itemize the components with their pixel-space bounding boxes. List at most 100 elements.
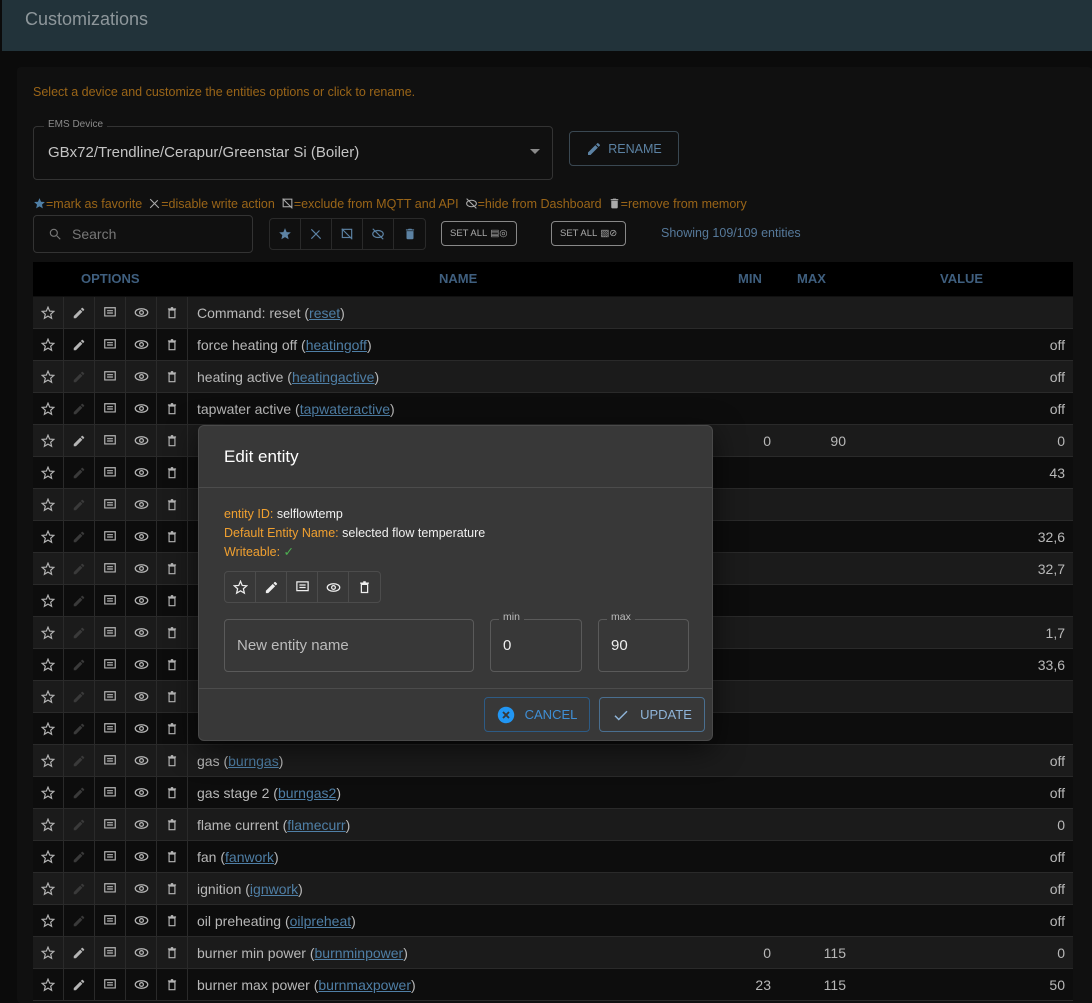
remove-toggle[interactable] xyxy=(157,360,188,393)
hide-toggle[interactable] xyxy=(126,936,157,969)
table-row[interactable]: ignition (ignwork) off xyxy=(33,872,1073,905)
remove-toggle[interactable] xyxy=(157,616,188,649)
exclude-toggle[interactable] xyxy=(95,808,126,841)
readonly-toggle[interactable] xyxy=(64,744,95,777)
favorite-toggle[interactable] xyxy=(33,392,64,425)
remove-toggle[interactable] xyxy=(157,744,188,777)
entity-name[interactable]: oil preheating (oilpreheat) xyxy=(197,912,356,929)
favorite-toggle[interactable] xyxy=(33,776,64,809)
remove-toggle[interactable] xyxy=(157,808,188,841)
favorite-toggle[interactable] xyxy=(33,520,64,553)
remove-toggle[interactable] xyxy=(157,872,188,905)
table-row[interactable]: heating active (heatingactive) off xyxy=(33,360,1073,393)
col-name[interactable]: NAME xyxy=(439,271,478,286)
toggle-favorite[interactable] xyxy=(225,572,256,602)
entity-name[interactable]: burner min power (burnminpower) xyxy=(197,944,408,961)
favorite-toggle[interactable] xyxy=(33,936,64,969)
filter-remove[interactable] xyxy=(394,219,425,249)
favorite-toggle[interactable] xyxy=(33,424,64,457)
exclude-toggle[interactable] xyxy=(95,328,126,361)
table-row[interactable]: tapwater active (tapwateractive) off xyxy=(33,392,1073,425)
entity-name[interactable]: tapwater active (tapwateractive) xyxy=(197,400,395,417)
table-row[interactable]: fan (fanwork) off xyxy=(33,840,1073,873)
exclude-toggle[interactable] xyxy=(95,712,126,745)
hide-toggle[interactable] xyxy=(126,552,157,585)
entity-name[interactable]: Command: reset (reset) xyxy=(197,304,345,321)
hide-toggle[interactable] xyxy=(126,584,157,617)
favorite-toggle[interactable] xyxy=(33,296,64,329)
exclude-toggle[interactable] xyxy=(95,392,126,425)
readonly-toggle[interactable] xyxy=(64,712,95,745)
entity-name[interactable]: gas stage 2 (burngas2) xyxy=(197,784,341,801)
table-row[interactable]: flame current (flamecurr) 0 xyxy=(33,808,1073,841)
filter-favorite[interactable] xyxy=(270,219,301,249)
favorite-toggle[interactable] xyxy=(33,488,64,521)
filter-readonly[interactable] xyxy=(301,219,332,249)
favorite-toggle[interactable] xyxy=(33,680,64,713)
toggle-readonly[interactable] xyxy=(256,572,287,602)
remove-toggle[interactable] xyxy=(157,776,188,809)
hide-toggle[interactable] xyxy=(126,680,157,713)
set-all-hidden-button[interactable]: SET ALL ▧⊘ xyxy=(551,221,627,246)
exclude-toggle[interactable] xyxy=(95,680,126,713)
favorite-toggle[interactable] xyxy=(33,968,64,1001)
hide-toggle[interactable] xyxy=(126,296,157,329)
hide-toggle[interactable] xyxy=(126,328,157,361)
favorite-toggle[interactable] xyxy=(33,328,64,361)
favorite-toggle[interactable] xyxy=(33,744,64,777)
entity-name[interactable]: force heating off (heatingoff) xyxy=(197,336,372,353)
remove-toggle[interactable] xyxy=(157,968,188,1001)
favorite-toggle[interactable] xyxy=(33,712,64,745)
exclude-toggle[interactable] xyxy=(95,872,126,905)
hide-toggle[interactable] xyxy=(126,904,157,937)
readonly-toggle[interactable] xyxy=(64,840,95,873)
exclude-toggle[interactable] xyxy=(95,904,126,937)
readonly-toggle[interactable] xyxy=(64,424,95,457)
cancel-button[interactable]: CANCEL xyxy=(484,697,590,732)
exclude-toggle[interactable] xyxy=(95,360,126,393)
entity-name[interactable]: fan (fanwork) xyxy=(197,848,279,865)
readonly-toggle[interactable] xyxy=(64,328,95,361)
favorite-toggle[interactable] xyxy=(33,904,64,937)
hide-toggle[interactable] xyxy=(126,648,157,681)
readonly-toggle[interactable] xyxy=(64,968,95,1001)
col-max[interactable]: MAX xyxy=(797,271,826,286)
hide-toggle[interactable] xyxy=(126,392,157,425)
entity-id-link[interactable]: burnminpower xyxy=(314,944,404,961)
remove-toggle[interactable] xyxy=(157,584,188,617)
hide-toggle[interactable] xyxy=(126,360,157,393)
hide-toggle[interactable] xyxy=(126,872,157,905)
readonly-toggle[interactable] xyxy=(64,584,95,617)
exclude-toggle[interactable] xyxy=(95,520,126,553)
exclude-toggle[interactable] xyxy=(95,456,126,489)
entity-name[interactable]: ignition (ignwork) xyxy=(197,880,303,897)
max-field[interactable]: max 90 xyxy=(598,611,689,672)
readonly-toggle[interactable] xyxy=(64,456,95,489)
favorite-toggle[interactable] xyxy=(33,840,64,873)
table-row[interactable]: Command: reset (reset) xyxy=(33,296,1073,329)
hide-toggle[interactable] xyxy=(126,968,157,1001)
readonly-toggle[interactable] xyxy=(64,296,95,329)
filter-exclude[interactable] xyxy=(332,219,363,249)
hide-toggle[interactable] xyxy=(126,744,157,777)
favorite-toggle[interactable] xyxy=(33,552,64,585)
remove-toggle[interactable] xyxy=(157,296,188,329)
readonly-toggle[interactable] xyxy=(64,808,95,841)
remove-toggle[interactable] xyxy=(157,552,188,585)
filter-hide[interactable] xyxy=(363,219,394,249)
hide-toggle[interactable] xyxy=(126,616,157,649)
readonly-toggle[interactable] xyxy=(64,872,95,905)
entity-id-link[interactable]: burnmaxpower xyxy=(318,976,411,993)
table-row[interactable]: gas stage 2 (burngas2) off xyxy=(33,776,1073,809)
favorite-toggle[interactable] xyxy=(33,616,64,649)
exclude-toggle[interactable] xyxy=(95,840,126,873)
toggle-hide[interactable] xyxy=(318,572,349,602)
col-value[interactable]: VALUE xyxy=(940,271,984,286)
entity-id-link[interactable]: flamecurr xyxy=(287,816,346,833)
entity-id-link[interactable]: burngas xyxy=(228,752,279,769)
exclude-toggle[interactable] xyxy=(95,488,126,521)
exclude-toggle[interactable] xyxy=(95,776,126,809)
table-row[interactable]: force heating off (heatingoff) off xyxy=(33,328,1073,361)
hide-toggle[interactable] xyxy=(126,840,157,873)
entity-name[interactable]: gas (burngas) xyxy=(197,752,284,769)
